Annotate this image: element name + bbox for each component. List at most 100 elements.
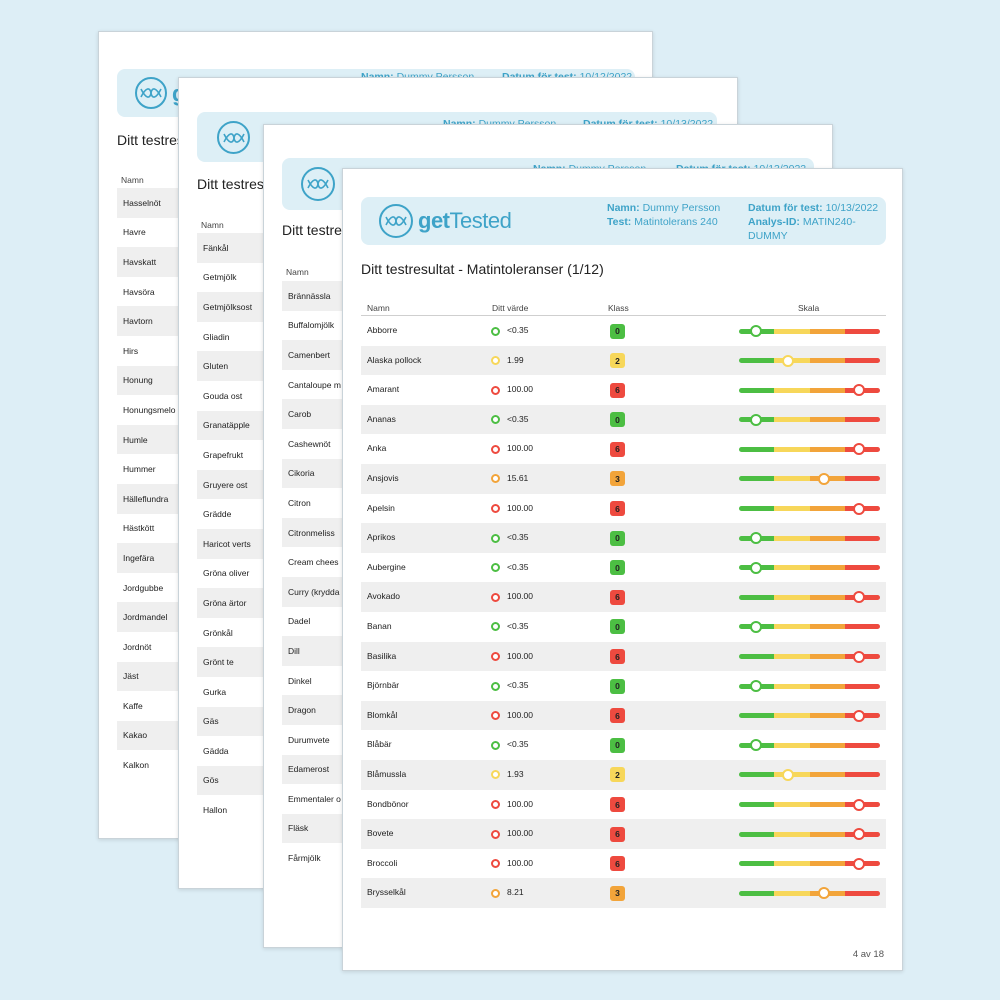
table-row: Anka 100.00 6	[361, 434, 886, 464]
table-row: Alaska pollock 1.99 2	[361, 345, 886, 376]
class-badge: 3	[610, 885, 625, 901]
result-list: Brännässla Buffalomjölk Camenbert Cantaloup…	[282, 281, 342, 873]
report-page-front: getTested Namn: Dummy Persson Test: Mati…	[342, 168, 903, 971]
list-item: Citron	[288, 497, 311, 508]
status-dot-icon	[491, 888, 500, 898]
class-badge: 6	[610, 826, 625, 842]
list-item: Gliadin	[203, 331, 230, 342]
row-value: 100.00	[507, 709, 533, 720]
row-value: 100.00	[507, 857, 533, 868]
scale-marker	[749, 739, 762, 752]
scale-marker	[852, 502, 865, 515]
row-value: 100.00	[507, 443, 533, 454]
table-row: Broccoli 100.00 6	[361, 849, 886, 879]
class-badge: 6	[610, 441, 625, 457]
scale-marker	[749, 413, 762, 426]
row-value: 100.00	[507, 384, 533, 395]
status-dot-icon	[491, 326, 500, 336]
dna-helix-icon	[217, 121, 250, 154]
column-header-class: Klass	[608, 303, 629, 313]
row-value: <0.35	[507, 561, 529, 572]
row-name: Abborre	[367, 325, 398, 335]
meta-test: Test: Matintolerans 240	[607, 216, 718, 228]
status-dot-icon	[491, 533, 500, 543]
column-header-name: Namn	[286, 267, 309, 277]
table-row: Ananas <0.35 0	[361, 404, 886, 435]
table-header: Namn Ditt värde Klass Skala	[361, 303, 886, 316]
table-row: Brysselkål 8.21 3	[361, 878, 886, 908]
row-value: 15.61	[507, 472, 529, 483]
scale-marker	[852, 828, 865, 841]
brand-logo: getTested	[418, 208, 512, 233]
list-item: Jordgubbe	[123, 582, 164, 593]
row-value: <0.35	[507, 680, 529, 691]
scale-bar	[739, 890, 880, 896]
table-row: Bondbönor 100.00 6	[361, 790, 886, 820]
list-item: Hirs	[123, 345, 139, 356]
meta-analysis-id: Analys-ID: MATIN240-DUMMY	[748, 216, 856, 242]
row-name: Aubergine	[367, 561, 406, 572]
status-dot-icon	[491, 474, 500, 484]
row-name: Ananas	[367, 413, 396, 424]
table-row: Blåmussla 1.93 2	[361, 759, 886, 790]
status-dot-icon	[491, 681, 500, 691]
row-name: Broccoli	[367, 857, 398, 868]
page-title: Ditt testres	[282, 222, 349, 238]
list-item: Gös	[197, 765, 263, 796]
scale-marker	[852, 591, 865, 604]
list-item: Gruyere ost	[197, 469, 263, 500]
class-badge: 6	[610, 382, 625, 398]
list-item: Grapefrukt	[203, 449, 244, 460]
table-row: Ansjovis 15.61 3	[361, 463, 886, 494]
class-badge: 0	[610, 737, 625, 753]
list-item: Curry (krydda	[282, 576, 342, 607]
row-value: 1.93	[507, 768, 524, 779]
table-row: Bovete 100.00 6	[361, 819, 886, 849]
class-badge: 0	[610, 619, 625, 635]
list-item: Kalkon	[123, 760, 149, 771]
list-item: Getmjölksost	[197, 292, 263, 322]
table-row: Blomkål 100.00 6	[361, 700, 886, 731]
list-item: Gluten	[197, 351, 263, 381]
scale-marker	[817, 887, 830, 900]
list-item: Gouda ost	[203, 390, 243, 401]
status-dot-icon	[491, 652, 500, 662]
list-item: Camenbert	[282, 340, 342, 370]
class-badge: 6	[610, 649, 625, 665]
list-item: Cream chees	[288, 557, 339, 568]
row-value: 100.00	[507, 798, 533, 809]
row-name: Bondbönor	[367, 798, 409, 809]
list-item: Cashewnöt	[288, 438, 331, 449]
class-badge: 2	[610, 767, 625, 783]
list-item: Fläsk	[282, 813, 342, 844]
class-badge: 0	[610, 530, 625, 546]
column-header-name: Namn	[367, 303, 390, 313]
class-badge: 0	[610, 412, 625, 428]
list-item: Durumvete	[288, 734, 330, 745]
list-item: Gröna ärtor	[197, 588, 263, 618]
class-badge: 6	[610, 797, 625, 812]
list-item: Honungsmelo	[123, 404, 176, 415]
class-badge: 0	[610, 560, 625, 576]
class-badge: 2	[610, 353, 625, 369]
page-title: Ditt testres	[197, 176, 264, 192]
scale-marker	[749, 680, 762, 693]
row-name: Bovete	[367, 828, 394, 839]
table-row: Avokado 100.00 6	[361, 582, 886, 612]
list-item: Carob	[282, 399, 342, 429]
row-value: <0.35	[507, 739, 529, 750]
scale-marker	[782, 354, 795, 367]
status-dot-icon	[491, 592, 500, 602]
row-name: Banan	[367, 620, 392, 631]
list-item: Jordnöt	[123, 641, 152, 652]
list-item: Gurka	[203, 686, 227, 697]
list-item: Kaffe	[123, 700, 143, 711]
table-row: Apelsin 100.00 6	[361, 494, 886, 524]
status-dot-icon	[491, 829, 500, 839]
results-table: Namn Ditt värde Klass Skala Abborre <0.35…	[361, 303, 886, 908]
scale-marker	[749, 532, 762, 545]
table-row: Abborre <0.35 0	[361, 316, 886, 346]
row-name: Ansjovis	[367, 472, 399, 483]
status-dot-icon	[491, 356, 500, 366]
list-item: Grönt te	[197, 647, 263, 677]
